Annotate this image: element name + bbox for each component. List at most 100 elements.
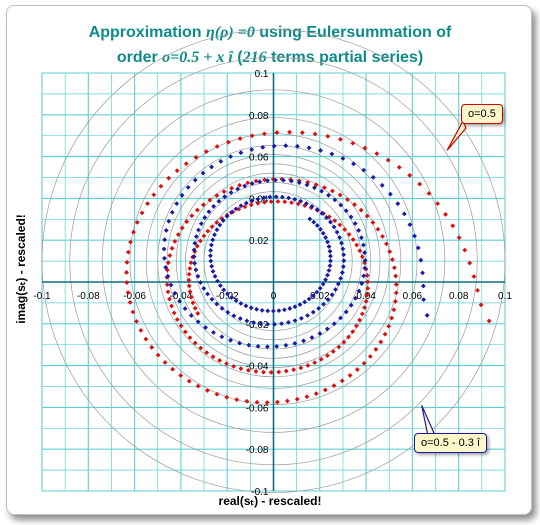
blue-point <box>312 185 317 191</box>
red-point <box>242 204 248 210</box>
blue-point <box>334 229 340 235</box>
blue-point <box>288 178 294 184</box>
blue-point <box>306 145 312 151</box>
blue-point <box>320 281 326 287</box>
blue-point <box>319 211 325 216</box>
blue-point <box>205 291 210 297</box>
blue-point <box>209 164 215 170</box>
red-point <box>171 310 177 316</box>
red-point <box>362 145 368 151</box>
blue-point <box>329 151 335 157</box>
red-point <box>364 213 370 219</box>
blue-point <box>261 195 267 201</box>
blue-point <box>200 170 206 176</box>
red-point <box>158 183 164 189</box>
blue-point <box>209 296 215 302</box>
blue-point <box>348 214 354 220</box>
blue-point <box>395 201 401 207</box>
red-point <box>299 130 305 136</box>
red-point <box>162 360 168 365</box>
blue-point <box>407 222 413 228</box>
blue-point <box>309 203 315 209</box>
blue-point <box>338 202 344 208</box>
blue-point <box>198 280 203 285</box>
red-point <box>124 280 130 285</box>
red-point <box>178 373 184 378</box>
red-point <box>186 378 192 384</box>
red-point <box>283 368 289 374</box>
blue-point <box>179 192 185 198</box>
blue-point <box>361 273 367 279</box>
red-point <box>145 201 150 207</box>
red-point <box>204 350 210 355</box>
blue-point <box>424 312 430 318</box>
x-tick-label: 0.06 <box>403 291 423 302</box>
blue-point <box>327 248 333 254</box>
blue-point <box>418 257 424 263</box>
blue-point <box>185 184 191 190</box>
blue-point <box>362 250 368 256</box>
callout-pointer-blue <box>421 405 435 437</box>
red-point <box>167 253 173 258</box>
blue-point <box>287 306 293 311</box>
blue-point <box>273 177 278 183</box>
blue-point <box>246 342 252 348</box>
blue-point <box>340 246 346 252</box>
blue-point <box>254 306 260 312</box>
red-point <box>365 279 371 285</box>
red-point <box>298 365 304 371</box>
red-point <box>282 199 288 205</box>
blue-point <box>338 275 344 281</box>
red-point <box>393 273 399 279</box>
blue-point <box>161 255 167 261</box>
red-point <box>166 175 172 181</box>
blue-point <box>163 228 169 233</box>
chart-title-line2: order o=0.5 + x î (216 terms partial ser… <box>116 49 424 66</box>
red-point <box>367 354 373 359</box>
callout-red-series: o=0.5 <box>461 104 503 124</box>
red-point <box>354 242 360 248</box>
red-point <box>203 149 209 154</box>
blue-point <box>217 283 223 289</box>
red-point <box>374 151 380 157</box>
blue-point <box>310 309 316 315</box>
blue-point <box>255 196 261 202</box>
blue-point <box>304 182 310 188</box>
blue-point <box>283 143 289 149</box>
blue-point <box>166 218 172 224</box>
red-point <box>174 317 180 322</box>
red-point <box>330 188 335 194</box>
blue-point <box>260 144 266 150</box>
blue-point <box>274 344 280 349</box>
blue-point <box>165 273 171 279</box>
blue-point <box>228 337 233 343</box>
red-point <box>138 327 144 333</box>
blue-point <box>242 183 248 189</box>
blue-point <box>341 252 347 258</box>
red-point <box>347 373 353 378</box>
red-point <box>214 144 220 149</box>
blue-point <box>324 326 330 332</box>
blue-point <box>193 234 199 239</box>
red-point <box>354 367 360 372</box>
red-point <box>396 164 402 170</box>
blue-point <box>351 161 356 167</box>
blue-point <box>161 246 167 252</box>
blue-point <box>415 245 421 251</box>
blue-point <box>211 330 216 335</box>
red-point <box>237 182 242 188</box>
blue-point <box>219 334 225 340</box>
red-point <box>330 349 336 354</box>
y-tick-label: -0.08 <box>246 445 269 456</box>
blue-point <box>401 211 407 217</box>
red-point <box>201 202 206 208</box>
blue-point <box>208 247 214 253</box>
blue-point <box>228 209 234 215</box>
blue-point <box>333 287 338 292</box>
x-tick-label: -0.1 <box>33 291 51 302</box>
blue-point <box>249 147 255 152</box>
blue-point <box>326 192 331 198</box>
blue-point <box>310 293 316 299</box>
red-point <box>336 344 342 350</box>
blue-point <box>339 270 345 275</box>
